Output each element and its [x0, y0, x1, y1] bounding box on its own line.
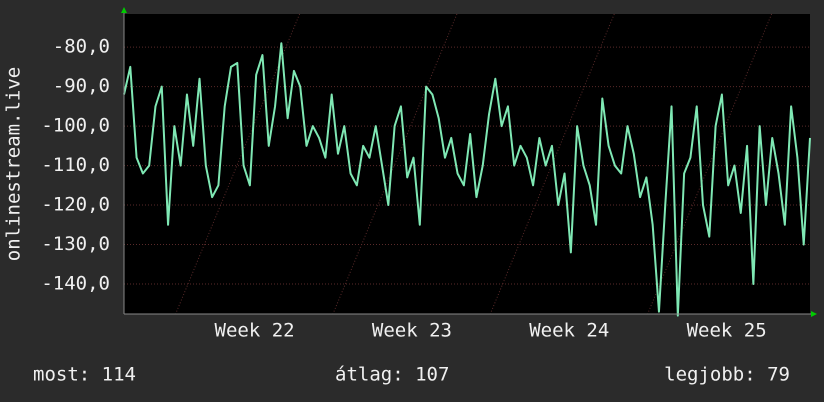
y-tick-label: -120,0 [41, 194, 110, 216]
x-tick-label: Week 22 [215, 320, 295, 342]
axis-arrow [811, 311, 817, 317]
stat-current: most: 114 [33, 364, 136, 386]
x-tick-label: Week 25 [687, 320, 767, 342]
series-line [123, 42, 811, 317]
x-tick-label: Week 23 [372, 320, 452, 342]
stat-best: legjobb: 79 [664, 364, 790, 386]
grid-line [489, 13, 615, 315]
y-axis-title: onlinestream.live [3, 67, 25, 261]
y-tick-label: -130,0 [41, 233, 110, 255]
axis-arrow [121, 7, 127, 13]
plot [123, 42, 811, 317]
y-tick-label: -100,0 [41, 115, 110, 137]
grid-line [332, 13, 458, 315]
x-tick-label: Week 24 [529, 320, 609, 342]
y-tick-label: -80,0 [53, 36, 110, 58]
stat-average: átlag: 107 [335, 364, 449, 386]
y-tick-label: -90,0 [53, 75, 110, 97]
y-tick-label: -110,0 [41, 154, 110, 176]
grid-line [647, 13, 773, 315]
y-tick-label: -140,0 [41, 273, 110, 295]
